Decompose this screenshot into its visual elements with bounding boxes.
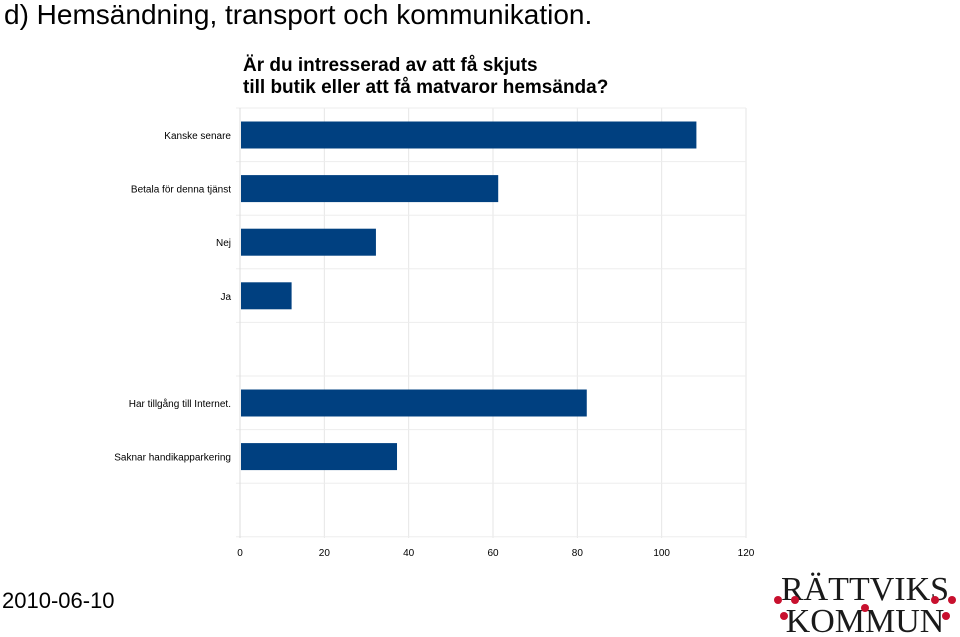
x-axis-ticks: 0 20 40 60 80 100 120 [237,548,755,559]
chart-title: Är du intresserad av att få skjuts till … [243,55,763,99]
logo-dot [861,604,869,612]
date-label: 2010-06-10 [2,588,115,613]
bar [241,121,697,149]
x-tick-label: 60 [487,548,499,559]
bar [241,389,587,417]
logo-dot [948,596,956,604]
category-label: Ja [220,292,231,303]
x-tick-label: 80 [572,548,584,559]
rattviks-kommun-logo: RÄTTVIKS KOMMUN [774,571,956,636]
logo-dot [774,596,782,604]
category-label: Betala för denna tjänst [131,185,231,196]
bar [241,228,376,256]
category-label: Saknar handikapparkering [114,453,231,464]
category-label: Har tillgång till Internet. [129,398,231,410]
chart-bars [241,121,697,471]
page-title: d) Hemsändning, transport och kommunikat… [4,0,593,30]
category-label: Nej [216,238,231,249]
category-label: Kanske senare [164,131,231,142]
logo-line-1: RÄTTVIKS [781,571,949,608]
logo-dots [774,596,956,620]
logo-dot [791,596,799,604]
bar [241,282,292,310]
chart-title-line-2: till butik eller att få matvaror hemsänd… [243,77,609,98]
category-labels: Kanske senare Betala för denna tjänst Nej J… [114,131,231,464]
bar [241,443,398,471]
chart-title-line-1: Är du intresserad av att få skjuts [243,55,538,76]
x-tick-label: 100 [653,548,670,559]
x-tick-label: 20 [319,548,331,559]
x-tick-label: 120 [738,548,755,559]
logo-dot [780,612,788,620]
logo-dot [942,612,950,620]
logo-dot [931,596,939,604]
bar [241,175,499,203]
x-tick-label: 40 [403,548,415,559]
chart-grid [236,107,747,538]
x-tick-label: 0 [237,548,243,559]
